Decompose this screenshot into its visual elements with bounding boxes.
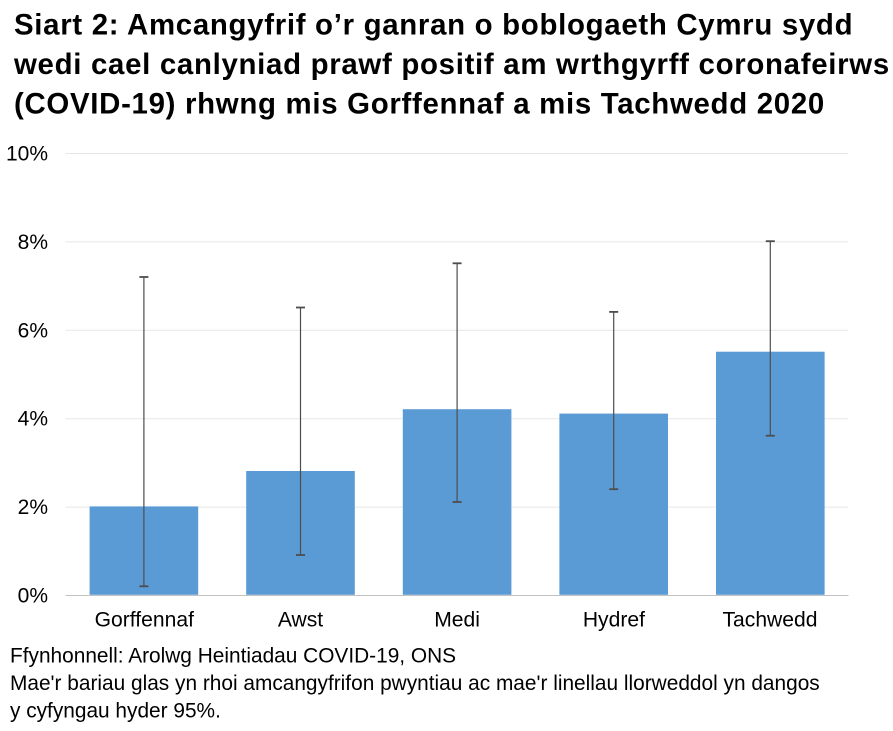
svg-text:2%: 2% — [18, 496, 48, 519]
svg-text:wedi cael canlyniad prawf posi: wedi cael canlyniad prawf positif am wrt… — [13, 48, 890, 81]
svg-text:6%: 6% — [18, 319, 48, 342]
svg-text:0%: 0% — [18, 585, 48, 608]
svg-text:Awst: Awst — [278, 609, 323, 632]
svg-text:y cyfyngau hyder 95%.: y cyfyngau hyder 95%. — [10, 699, 221, 722]
svg-text:Mae'r bariau glas yn rhoi amca: Mae'r bariau glas yn rhoi amcangyfrifon … — [10, 672, 820, 695]
svg-text:Hydref: Hydref — [583, 609, 645, 632]
svg-text:(COVID-19) rhwng mis Gorffenna: (COVID-19) rhwng mis Gorffennaf a mis Ta… — [14, 88, 825, 121]
svg-text:4%: 4% — [18, 408, 48, 431]
svg-text:Tachwedd: Tachwedd — [723, 609, 818, 632]
svg-text:Ffynhonnell: Arolwg Heintiadau: Ffynhonnell: Arolwg Heintiadau COVID-19,… — [10, 644, 456, 667]
svg-text:Gorffennaf: Gorffennaf — [95, 609, 194, 632]
svg-text:8%: 8% — [18, 231, 48, 254]
svg-text:Medi: Medi — [434, 609, 480, 632]
svg-text:10%: 10% — [6, 143, 48, 166]
svg-text:Siart 2: Amcangyfrif o’r ganra: Siart 2: Amcangyfrif o’r ganran o boblog… — [14, 9, 853, 42]
